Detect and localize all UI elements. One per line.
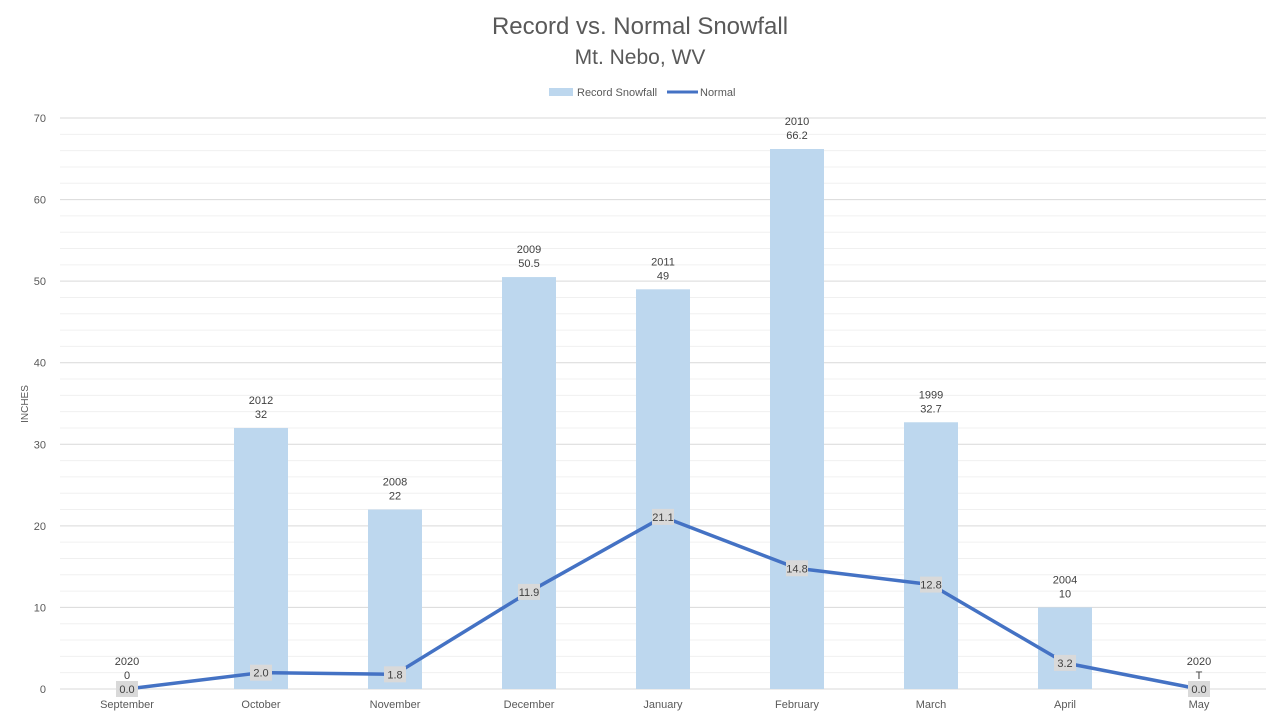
- bar-value-label: 10: [1059, 588, 1071, 600]
- y-axis-title: INCHES: [20, 385, 31, 423]
- y-tick-label: 60: [34, 195, 46, 207]
- y-tick-label: 40: [34, 358, 46, 370]
- chart-title: Record vs. Normal Snowfall: [492, 13, 788, 40]
- normal-value-label: 14.8: [786, 563, 807, 575]
- y-tick-label: 30: [34, 439, 46, 451]
- normal-data-label: 12.8: [920, 576, 942, 593]
- legend-label-record-snowfall: Record Snowfall: [577, 87, 657, 99]
- chart-subtitle: Mt. Nebo, WV: [575, 46, 706, 69]
- y-tick-label: 20: [34, 521, 46, 533]
- bar-value-label: 66.2: [786, 130, 807, 142]
- bar-record-snowfall: [636, 289, 690, 689]
- bar-year-label: 2010: [785, 116, 809, 128]
- bar-year-label: 2012: [249, 395, 273, 407]
- normal-label-box: [384, 666, 406, 683]
- x-axis-ticks: September October November December January F…: [100, 699, 1210, 711]
- x-tick-label: March: [916, 699, 947, 711]
- record-snowfall-bars: [234, 148, 1092, 690]
- normal-label-box: [1054, 654, 1076, 671]
- x-tick-label: December: [504, 699, 555, 711]
- x-tick-label: October: [241, 699, 280, 711]
- normal-data-label: 0.0: [116, 681, 138, 697]
- bar-year-label: 2009: [517, 244, 541, 256]
- normal-data-label: 14.8: [786, 560, 808, 577]
- y-tick-label: 10: [34, 602, 46, 614]
- x-tick-label: May: [1189, 699, 1210, 711]
- normal-value-label: 3.2: [1057, 658, 1072, 670]
- normal-label-box: [518, 583, 540, 600]
- normal-label-box: [786, 560, 808, 577]
- normal-label-box: [652, 508, 674, 525]
- bar-year-label: 2008: [383, 477, 407, 489]
- bar-record-snowfall: [234, 427, 288, 689]
- bar-year-label: 2011: [651, 256, 675, 268]
- bar-value-label: 0: [124, 670, 130, 682]
- bar-record-snowfall: [1038, 607, 1092, 689]
- normal-label-box: [116, 681, 138, 697]
- normal-label-box: [250, 664, 272, 681]
- bar-value-label: 50.5: [518, 258, 539, 270]
- bar-year-label: 2004: [1053, 574, 1077, 586]
- normal-label-box: [1188, 681, 1210, 697]
- x-tick-label: February: [775, 699, 820, 711]
- bar-value-label: 32.7: [920, 403, 941, 415]
- normal-value-label: 0.0: [1191, 684, 1206, 696]
- legend-label-normal: Normal: [700, 87, 735, 99]
- x-tick-label: January: [643, 699, 683, 711]
- bar-record-snowfall: [770, 148, 824, 690]
- normal-data-label: 11.9: [518, 583, 540, 600]
- y-tick-label: 70: [34, 113, 46, 125]
- bar-year-label: 2020: [1187, 656, 1211, 668]
- normal-data-label: 0.0: [1188, 681, 1210, 697]
- legend-swatch-record-snowfall: [549, 88, 573, 96]
- bar-value-label: 32: [255, 409, 267, 421]
- y-tick-label: 0: [40, 684, 46, 696]
- normal-value-label: 21.1: [652, 512, 673, 524]
- bar-record-snowfall: [502, 277, 556, 689]
- normal-data-label: 21.1: [652, 508, 674, 525]
- x-tick-label: September: [100, 699, 154, 711]
- normal-value-label: 2.0: [253, 668, 268, 680]
- legend: Record Snowfall Normal: [549, 87, 735, 99]
- record-snowfall-labels: 2020 0 2012 32 2008 22 2009 50.5 2011 49 2010 66.2 1…: [115, 116, 1211, 682]
- x-tick-label: November: [370, 699, 421, 711]
- normal-data-label: 3.2: [1054, 654, 1076, 671]
- bar-year-label: 2020: [115, 656, 139, 668]
- normal-data-label: 2.0: [250, 664, 272, 681]
- bar-value-label: 49: [657, 270, 669, 282]
- bar-value-label: T: [1196, 670, 1203, 682]
- bar-year-label: 1999: [919, 389, 943, 401]
- normal-data-label: 1.8: [384, 666, 406, 683]
- normal-labels: 0.0 2.0 1.8 11.9 21.1 14.8 12.8 3.2 0.0: [116, 508, 1210, 697]
- bar-value-label: 22: [389, 491, 401, 503]
- normal-label-box: [920, 576, 942, 593]
- x-tick-label: April: [1054, 699, 1076, 711]
- normal-value-label: 12.8: [920, 580, 941, 592]
- bar-record-snowfall: [904, 422, 958, 689]
- normal-value-label: 0.0: [119, 684, 134, 696]
- normal-value-label: 11.9: [519, 587, 540, 599]
- normal-value-label: 1.8: [387, 669, 402, 681]
- bar-record-snowfall: [368, 509, 422, 689]
- y-tick-label: 50: [34, 276, 46, 288]
- y-axis-ticks: 0 10 20 30 40 50 60 70: [34, 113, 46, 696]
